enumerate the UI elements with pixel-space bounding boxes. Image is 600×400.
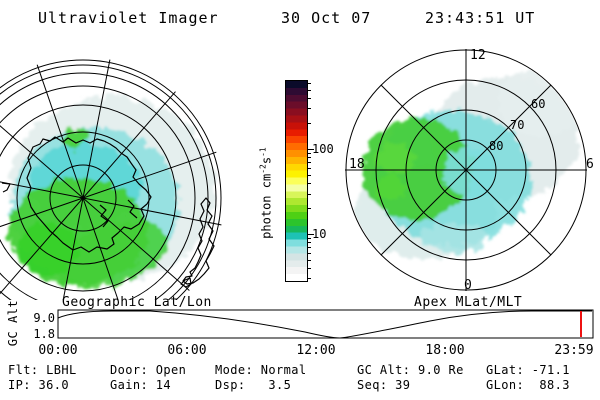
altitude-timeline: [57, 309, 594, 339]
apex-plot: 12 18 6 0 60 70 80: [345, 48, 594, 293]
ytick-9: 9.0: [33, 311, 55, 325]
title-date: 30 Oct 07: [281, 9, 372, 27]
xtick-1800: 18:00: [425, 343, 465, 358]
status-gain: Gain: 14: [110, 378, 171, 392]
geo-plot-caption: Geographic Lat/Lon: [62, 295, 212, 310]
xtick-0000: 00:00: [38, 343, 78, 358]
colorbar: [285, 80, 308, 282]
timeline-ylabel: GC Alt: [6, 299, 20, 347]
geo-graticule: [0, 57, 224, 300]
colorbar-tick-100: 100: [312, 142, 334, 156]
title-time: 23:43:51 UT: [425, 9, 536, 27]
mlat-ring-70: 70: [510, 118, 524, 132]
status-gcalt: GC Alt: 9.0 Re: [357, 363, 464, 377]
altitude-curve: [57, 310, 592, 339]
mlt-label-6: 6: [586, 157, 594, 172]
apex-grid: [345, 49, 587, 291]
mlt-label-0: 0: [464, 278, 472, 293]
timeline-frame: [57, 309, 594, 339]
geographic-plot: [0, 57, 224, 300]
status-dsp: Dsp: 3.5: [215, 378, 292, 392]
status-mode: Mode: Normal: [215, 363, 307, 377]
unit-sup-1: -1: [258, 147, 268, 157]
mlat-ring-80: 80: [489, 139, 503, 153]
xtick-0600: 06:00: [167, 343, 207, 358]
status-ip: IP: 36.0: [8, 378, 69, 392]
apex-plot-caption: Apex MLat/MLT: [414, 295, 523, 310]
xtick-2359: 23:59: [554, 343, 594, 358]
unit-text: photon cm: [259, 173, 274, 239]
mlt-label-18: 18: [349, 157, 365, 172]
status-seq: Seq: 39: [357, 378, 411, 392]
mlat-ring-60: 60: [531, 97, 545, 111]
status-flt: Flt: LBHL: [8, 363, 77, 377]
mlt-label-12: 12: [470, 48, 486, 63]
ytick-1-8: 1.8: [33, 327, 55, 341]
coastline: [1, 136, 215, 288]
unit-s: s: [259, 156, 274, 165]
colorbar-unit-label: photon cm-2s-1: [245, 133, 288, 283]
geo-aurora-emission: [8, 97, 215, 289]
app-title: Ultraviolet Imager: [38, 9, 219, 27]
status-glon: GLon: 88.3: [486, 378, 570, 392]
status-door: Door: Open: [110, 363, 187, 377]
xtick-1200: 12:00: [296, 343, 336, 358]
unit-sup-2: -2: [258, 164, 268, 174]
colorbar-tick-10: 10: [312, 227, 327, 241]
status-glat: GLat: -71.1: [486, 363, 570, 377]
